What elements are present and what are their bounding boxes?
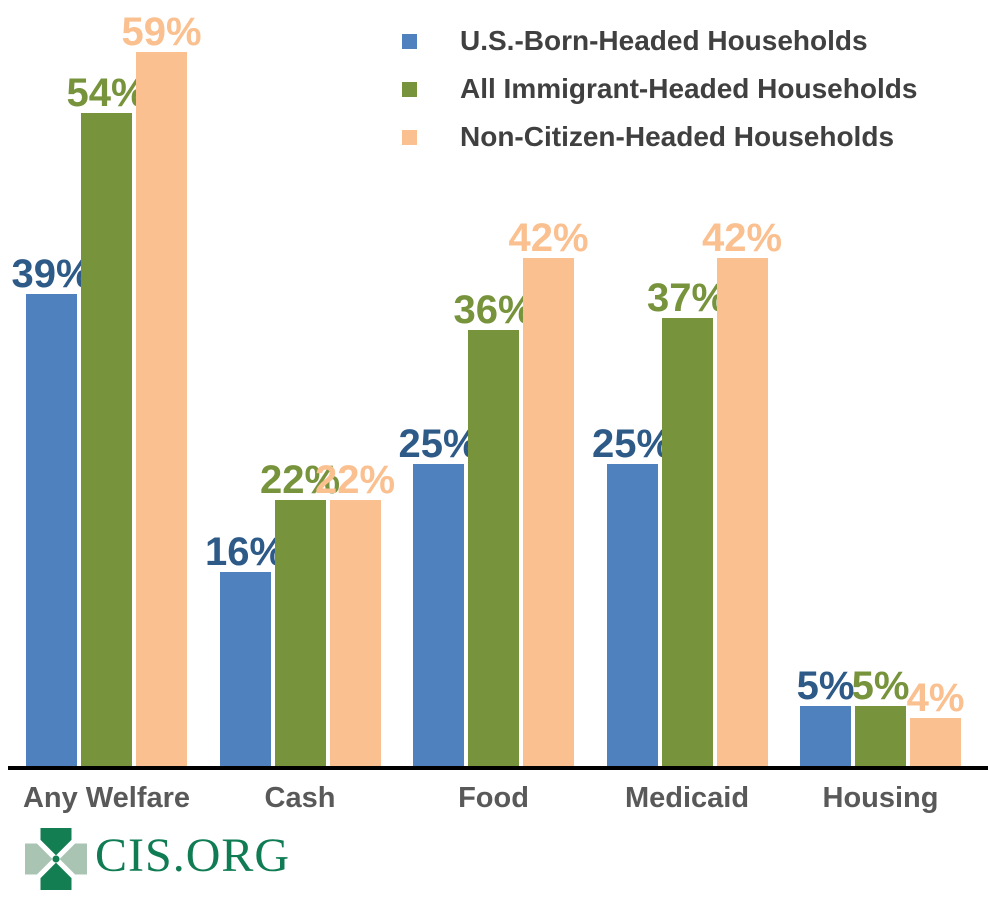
bar-column: 16%: [205, 0, 285, 766]
bar-value-label: 5%: [796, 663, 855, 708]
bar-column: 5%: [852, 0, 909, 766]
bar-value-label: 42%: [508, 215, 589, 260]
legend-label: Non-Citizen-Headed Households: [460, 121, 895, 152]
cis-clover-icon: [25, 828, 87, 890]
bar-value-label: 4%: [906, 675, 965, 720]
x-axis-line: [8, 766, 988, 770]
bar: [855, 705, 906, 766]
bar-column: 22%: [315, 0, 395, 766]
bar: [136, 52, 187, 766]
bar-column: 54%: [66, 0, 147, 766]
legend-label: U.S.-Born-Headed Households: [460, 25, 868, 56]
bar-column: 42%: [508, 0, 589, 766]
bar-column: 5%: [797, 0, 854, 766]
bar-group: 16% 22% 22%: [205, 0, 395, 766]
bar: [910, 717, 961, 766]
bar: [716, 257, 768, 766]
bar-column: 39%: [11, 0, 92, 766]
legend-label: All Immigrant-Headed Households: [460, 73, 918, 104]
bar-value-label: 42%: [701, 215, 783, 260]
category-label: Food: [458, 782, 529, 814]
legend-item: U.S.-Born-Headed Households: [402, 17, 917, 65]
bar-column: 25%: [592, 0, 672, 766]
legend-color-swatch: [402, 33, 417, 49]
bar-value-label: 25%: [591, 421, 673, 466]
bar-value-label: 22%: [259, 457, 341, 502]
bar: [219, 572, 271, 766]
bar-group: 5% 5% 4%: [797, 0, 964, 766]
bar-value-label: 59%: [121, 10, 202, 55]
bar-column: 37%: [647, 0, 727, 766]
bar-value-label: 39%: [11, 252, 92, 297]
bar-value-label: 54%: [66, 70, 147, 115]
bar-group: 25% 36% 42%: [398, 0, 589, 766]
bar: [606, 463, 658, 766]
bar-column: 22%: [260, 0, 340, 766]
bar: [26, 294, 77, 766]
legend: U.S.-Born-Headed Households All Immigrant…: [402, 17, 917, 161]
bar-value-label: 22%: [314, 457, 396, 502]
bar-group: 39% 54% 59%: [11, 0, 202, 766]
bar: [81, 112, 132, 766]
logo-text: CIS.ORG: [95, 828, 291, 882]
bar: [413, 463, 464, 766]
bar-value-label: 36%: [453, 288, 534, 333]
legend-item: All Immigrant-Headed Households: [402, 65, 917, 113]
bar: [800, 705, 851, 766]
bar: [274, 499, 326, 766]
bar: [523, 257, 574, 766]
category-label: Housing: [822, 782, 939, 814]
bar: [468, 330, 519, 766]
category-label: Any Welfare: [22, 782, 191, 814]
bar-value-label: 37%: [646, 276, 728, 321]
bar-column: 42%: [702, 0, 782, 766]
bar-value-label: 16%: [204, 530, 286, 575]
category-label: Medicaid: [624, 782, 750, 814]
legend-color-swatch: [402, 129, 417, 145]
bar-column: 4%: [907, 0, 964, 766]
footer-logo: CIS.ORG: [25, 824, 290, 894]
bar-column: 36%: [453, 0, 534, 766]
legend-color-swatch: [402, 81, 417, 97]
bar-column: 25%: [398, 0, 479, 766]
legend-item: Non-Citizen-Headed Households: [402, 113, 917, 161]
bar-value-label: 25%: [398, 421, 479, 466]
bar: [329, 499, 381, 766]
plot-area: 39% 54% 59% 16% 22% 22% 25% 36% 42% 25% 37% 42% 5% 5%…: [11, 0, 964, 766]
bar-group: 25% 37% 42%: [592, 0, 782, 766]
bar: [661, 318, 713, 766]
bar-column: 59%: [121, 0, 202, 766]
bar-value-label: 5%: [851, 663, 910, 708]
category-label: Cash: [264, 782, 336, 814]
